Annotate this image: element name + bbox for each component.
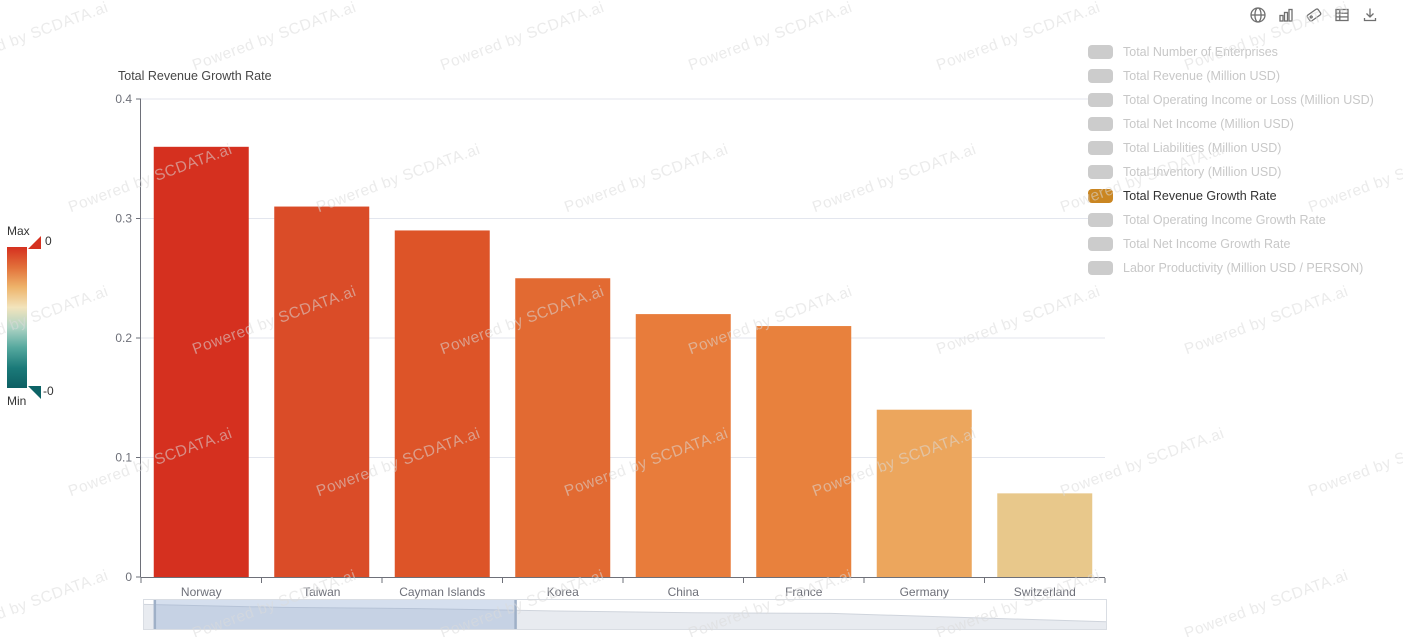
bar-china[interactable] [635,314,731,577]
y-axis-label: 0.2 [115,331,132,345]
datazoom-left-handle[interactable] [153,600,157,629]
legend-item-label: Total Liabilities (Million USD) [1123,141,1282,155]
legend-swatch [1088,213,1113,227]
x-axis-label: China [668,585,700,599]
x-axis-label: Switzerland [1014,585,1076,599]
x-axis-label: Germany [900,585,949,599]
legend-item[interactable]: Total Net Income Growth Rate [1088,232,1374,256]
legend-item-label: Total Inventory (Million USD) [1123,165,1282,179]
bar-cayman-islands[interactable] [394,230,490,577]
download-icon[interactable] [1361,6,1379,24]
legend-item-label: Total Operating Income or Loss (Million … [1123,93,1374,107]
legend-item-label: Total Operating Income Growth Rate [1123,213,1326,227]
legend-item[interactable]: Total Net Income (Million USD) [1088,112,1374,136]
legend-item-label: Total Net Income (Million USD) [1123,117,1294,131]
legend-item[interactable]: Total Number of Enterprises [1088,40,1374,64]
legend-swatch [1088,189,1113,203]
x-axis-label: Korea [547,585,579,599]
x-axis-label: France [785,585,823,599]
legend-item-label: Total Revenue Growth Rate [1123,189,1277,203]
legend-item[interactable]: Labor Productivity (Million USD / PERSON… [1088,256,1374,280]
bar-france[interactable] [756,326,852,577]
visual-map-max-value: 0 [45,234,52,248]
bar-chart-icon[interactable] [1277,6,1295,24]
legend-swatch [1088,237,1113,251]
datazoom-right-handle[interactable] [514,600,517,629]
legend-item[interactable]: Total Operating Income or Loss (Million … [1088,88,1374,112]
bar-korea[interactable] [515,278,611,577]
bar-norway[interactable] [153,146,249,578]
y-axis-label: 0 [125,570,132,584]
legend-swatch [1088,261,1113,275]
visual-map-gradient-bar[interactable] [7,247,27,388]
bar-taiwan[interactable] [274,206,370,578]
legend-swatch [1088,165,1113,179]
legend-item[interactable]: Total Operating Income Growth Rate [1088,208,1374,232]
legend-item-label: Total Revenue (Million USD) [1123,69,1281,83]
visual-map-max-label: Max [7,224,30,238]
visual-map-min-value: -0 [43,384,54,398]
data-table-icon[interactable] [1333,6,1351,24]
legend-item-label: Total Net Income Growth Rate [1123,237,1291,251]
legend-swatch [1088,45,1113,59]
legend-swatch [1088,141,1113,155]
legend-item[interactable]: Total Revenue Growth Rate [1088,184,1374,208]
x-axis-label: Cayman Islands [399,585,485,599]
datazoom-slider[interactable] [143,599,1107,630]
datazoom-selection[interactable] [154,600,516,629]
bar-germany[interactable] [876,409,972,577]
legend-item-label: Labor Productivity (Million USD / PERSON… [1123,261,1364,275]
legend-item-label: Total Number of Enterprises [1123,45,1278,59]
x-axis-label: Taiwan [303,585,340,599]
y-axis-label: 0.4 [115,92,132,106]
legend-item[interactable]: Total Inventory (Million USD) [1088,160,1374,184]
datazoom-shadow-line [144,603,1106,623]
legend-item[interactable]: Total Liabilities (Million USD) [1088,136,1374,160]
legend-swatch [1088,117,1113,131]
visual-map-min-label: Min [7,394,27,408]
toolbox [1249,6,1379,24]
globe-icon[interactable] [1249,6,1267,24]
chart-title: Total Revenue Growth Rate [118,69,272,83]
legend-item[interactable]: Total Revenue (Million USD) [1088,64,1374,88]
y-axis-label: 0.1 [115,451,132,465]
legend-swatch [1088,93,1113,107]
y-axis-label: 0.3 [115,212,132,226]
legend: Total Number of Enterprises Total Revenue… [1088,40,1374,280]
x-axis-label: Norway [181,585,222,599]
datazoom-data-shadow [144,604,1106,629]
bar-switzerland[interactable] [997,493,1093,577]
legend-swatch [1088,69,1113,83]
tag-icon[interactable] [1305,6,1323,24]
